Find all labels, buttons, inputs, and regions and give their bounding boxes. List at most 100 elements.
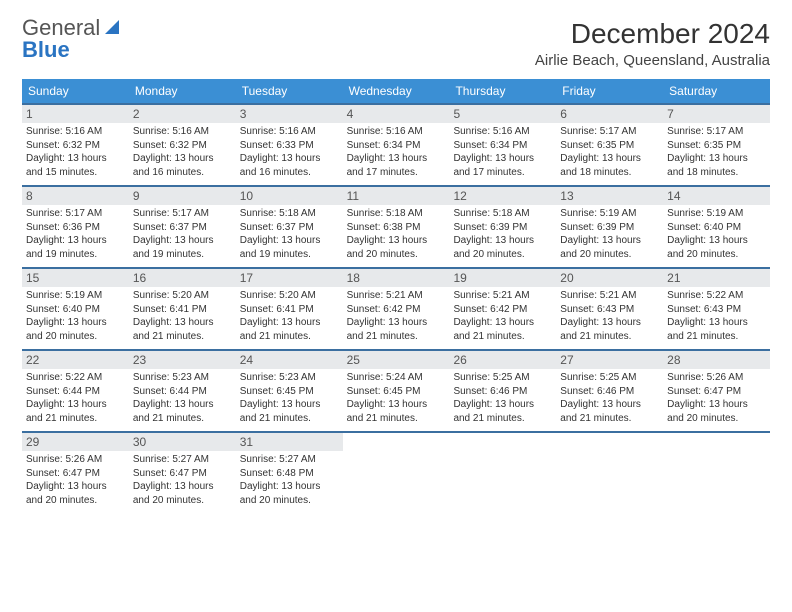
sunrise-line: Sunrise: 5:25 AM (560, 371, 659, 385)
daylight-line-1: Daylight: 13 hours (133, 398, 232, 412)
daylight-line-1: Daylight: 13 hours (26, 398, 125, 412)
daylight-line-1: Daylight: 13 hours (560, 316, 659, 330)
daylight-line-1: Daylight: 13 hours (347, 152, 446, 166)
calendar-cell: 21Sunrise: 5:22 AMSunset: 6:43 PMDayligh… (663, 269, 770, 349)
calendar-week: 8Sunrise: 5:17 AMSunset: 6:36 PMDaylight… (22, 185, 770, 267)
daylight-line-1: Daylight: 13 hours (347, 234, 446, 248)
day-number: 28 (663, 351, 770, 369)
daylight-line-2: and 21 minutes. (453, 412, 552, 426)
calendar-cell: 8Sunrise: 5:17 AMSunset: 6:36 PMDaylight… (22, 187, 129, 267)
daylight-line-1: Daylight: 13 hours (453, 234, 552, 248)
logo-text: General Blue (22, 18, 123, 62)
day-number: 1 (22, 105, 129, 123)
day-number: 18 (343, 269, 450, 287)
sunset-line: Sunset: 6:43 PM (667, 303, 766, 317)
daylight-line-1: Daylight: 13 hours (667, 152, 766, 166)
day-number: 24 (236, 351, 343, 369)
daylight-line-2: and 20 minutes. (26, 330, 125, 344)
calendar-cell: 27 Sunrise: 5:25 AMSunset: 6:46 PMDayligh… (556, 351, 663, 431)
day-header: Tuesday (236, 79, 343, 103)
sunrise-line: Sunrise: 5:16 AM (240, 125, 339, 139)
sunrise-line: Sunrise: 5:26 AM (667, 371, 766, 385)
daylight-line-2: and 20 minutes. (133, 494, 232, 508)
sunrise-line: Sunrise: 5:19 AM (667, 207, 766, 221)
day-number: 21 (663, 269, 770, 287)
daylight-line-1: Daylight: 13 hours (667, 316, 766, 330)
sunrise-line: Sunrise: 5:18 AM (453, 207, 552, 221)
daylight-line-1: Daylight: 13 hours (560, 398, 659, 412)
day-number: 4 (343, 105, 450, 123)
daylight-line-2: and 20 minutes. (667, 248, 766, 262)
daylight-line-1: Daylight: 13 hours (560, 234, 659, 248)
daylight-line-2: and 20 minutes. (667, 412, 766, 426)
daylight-line-1: Daylight: 13 hours (26, 316, 125, 330)
daylight-line-2: and 18 minutes. (667, 166, 766, 180)
day-number: 13 (556, 187, 663, 205)
calendar-cell (343, 433, 450, 513)
day-number: 27 (556, 351, 663, 369)
sunset-line: Sunset: 6:32 PM (26, 139, 125, 153)
sunrise-line: Sunrise: 5:22 AM (26, 371, 125, 385)
calendar-cell: 7Sunrise: 5:17 AMSunset: 6:35 PMDaylight… (663, 105, 770, 185)
daylight-line-1: Daylight: 13 hours (26, 152, 125, 166)
daylight-line-1: Daylight: 13 hours (667, 398, 766, 412)
daylight-line-2: and 15 minutes. (26, 166, 125, 180)
daylight-line-1: Daylight: 13 hours (26, 234, 125, 248)
day-number: 22 (22, 351, 129, 369)
logo-word2: Blue (22, 37, 70, 62)
day-header: Thursday (449, 79, 556, 103)
day-number: 5 (449, 105, 556, 123)
sunset-line: Sunset: 6:44 PM (26, 385, 125, 399)
sunrise-line: Sunrise: 5:23 AM (133, 371, 232, 385)
sunrise-line: Sunrise: 5:25 AM (453, 371, 552, 385)
calendar-cell: 3Sunrise: 5:16 AMSunset: 6:33 PMDaylight… (236, 105, 343, 185)
sunset-line: Sunset: 6:47 PM (26, 467, 125, 481)
sunset-line: Sunset: 6:35 PM (667, 139, 766, 153)
daylight-line-2: and 21 minutes. (560, 412, 659, 426)
daylight-line-2: and 17 minutes. (347, 166, 446, 180)
day-number: 15 (22, 269, 129, 287)
day-number: 30 (129, 433, 236, 451)
calendar-cell: 30Sunrise: 5:27 AMSunset: 6:47 PMDayligh… (129, 433, 236, 513)
sunset-line: Sunset: 6:32 PM (133, 139, 232, 153)
daylight-line-1: Daylight: 13 hours (560, 152, 659, 166)
calendar-cell: 23Sunrise: 5:23 AMSunset: 6:44 PMDayligh… (129, 351, 236, 431)
calendar-week: 22Sunrise: 5:22 AMSunset: 6:44 PMDayligh… (22, 349, 770, 431)
daylight-line-2: and 19 minutes. (240, 248, 339, 262)
daylight-line-1: Daylight: 13 hours (453, 152, 552, 166)
logo-sail-icon (105, 20, 123, 36)
sunrise-line: Sunrise: 5:18 AM (240, 207, 339, 221)
daylight-line-2: and 17 minutes. (453, 166, 552, 180)
calendar-cell (449, 433, 556, 513)
calendar-weeks: 1Sunrise: 5:16 AMSunset: 6:32 PMDaylight… (22, 103, 770, 513)
sunrise-line: Sunrise: 5:26 AM (26, 453, 125, 467)
daylight-line-2: and 20 minutes. (347, 248, 446, 262)
daylight-line-2: and 21 minutes. (26, 412, 125, 426)
daylight-line-2: and 19 minutes. (26, 248, 125, 262)
daylight-line-1: Daylight: 13 hours (133, 152, 232, 166)
sunrise-line: Sunrise: 5:21 AM (560, 289, 659, 303)
day-number: 3 (236, 105, 343, 123)
daylight-line-2: and 20 minutes. (560, 248, 659, 262)
daylight-line-1: Daylight: 13 hours (133, 234, 232, 248)
daylight-line-2: and 21 minutes. (133, 412, 232, 426)
daylight-line-2: and 20 minutes. (240, 494, 339, 508)
sunset-line: Sunset: 6:46 PM (560, 385, 659, 399)
sunset-line: Sunset: 6:46 PM (453, 385, 552, 399)
calendar: SundayMondayTuesdayWednesdayThursdayFrid… (22, 79, 770, 513)
sunrise-line: Sunrise: 5:23 AM (240, 371, 339, 385)
day-number: 10 (236, 187, 343, 205)
daylight-line-1: Daylight: 13 hours (453, 398, 552, 412)
day-number: 8 (22, 187, 129, 205)
calendar-cell: 29Sunrise: 5:26 AMSunset: 6:47 PMDayligh… (22, 433, 129, 513)
daylight-line-1: Daylight: 13 hours (347, 316, 446, 330)
calendar-cell: 28Sunrise: 5:26 AMSunset: 6:47 PMDayligh… (663, 351, 770, 431)
sunrise-line: Sunrise: 5:16 AM (26, 125, 125, 139)
calendar-cell: 9Sunrise: 5:17 AMSunset: 6:37 PMDaylight… (129, 187, 236, 267)
sunset-line: Sunset: 6:40 PM (667, 221, 766, 235)
sunset-line: Sunset: 6:45 PM (347, 385, 446, 399)
sunset-line: Sunset: 6:40 PM (26, 303, 125, 317)
daylight-line-2: and 16 minutes. (133, 166, 232, 180)
calendar-cell: 19Sunrise: 5:21 AMSunset: 6:42 PMDayligh… (449, 269, 556, 349)
sunset-line: Sunset: 6:34 PM (347, 139, 446, 153)
